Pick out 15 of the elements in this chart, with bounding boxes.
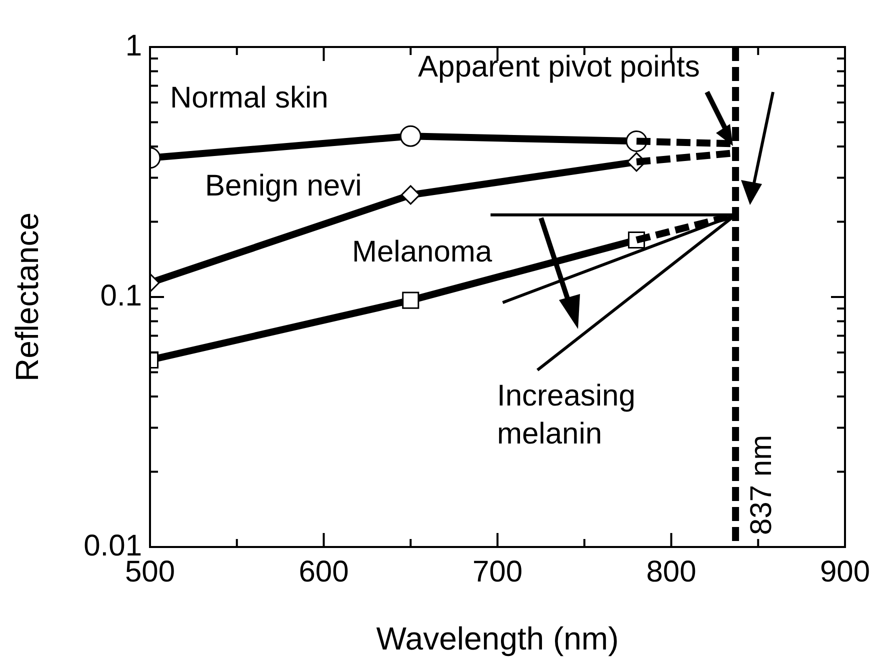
ref-line-label: 837 nm xyxy=(744,434,778,535)
legend-label: Benign nevi xyxy=(205,169,362,202)
x-tick-label: 600 xyxy=(298,555,349,588)
legend-label: Normal skin xyxy=(170,81,328,114)
x-axis-title: Wavelength (nm) xyxy=(376,620,619,657)
y-tick-label: 1 xyxy=(125,29,142,62)
x-tick-label: 500 xyxy=(124,555,176,588)
series-label: Melanoma xyxy=(352,235,492,268)
x-tick-label: 800 xyxy=(646,555,696,588)
y-tick-label: 0.1 xyxy=(100,279,142,312)
y-axis-title: Reflectance xyxy=(9,212,46,382)
x-tick-label: 700 xyxy=(472,555,523,588)
annotation: Increasing melanin xyxy=(497,379,636,450)
annotation: Apparent pivot points xyxy=(418,50,700,84)
x-tick-label: 900 xyxy=(820,555,870,588)
